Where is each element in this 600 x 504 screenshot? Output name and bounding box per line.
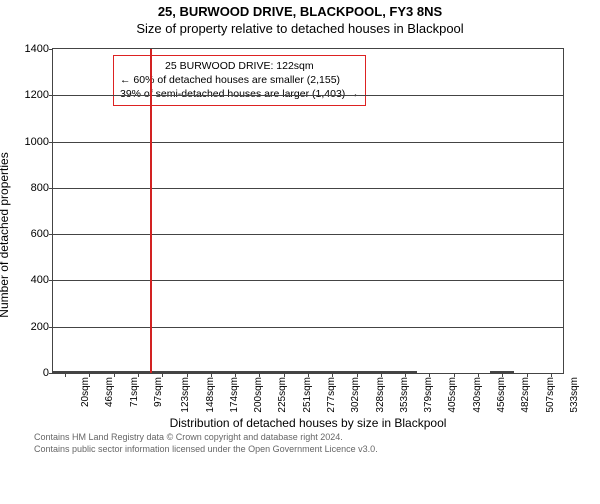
ytick-mark [49, 327, 53, 328]
xtick-label: 302sqm [350, 377, 361, 413]
xtick-label: 482sqm [520, 377, 531, 413]
xtick-mark [187, 373, 188, 377]
ytick-label: 1400 [25, 43, 49, 55]
ytick-mark [49, 280, 53, 281]
xtick-mark [551, 373, 552, 377]
footer-line2: Contains public sector information licen… [34, 444, 600, 456]
xtick-label: 71sqm [129, 377, 140, 407]
xtick-mark [405, 373, 406, 377]
marker-line [150, 49, 152, 373]
xtick-mark [138, 373, 139, 377]
gridline [53, 188, 563, 189]
callout-line1: 25 BURWOOD DRIVE: 122sqm [120, 59, 359, 73]
xtick-label: 200sqm [253, 377, 264, 413]
xtick-mark [211, 373, 212, 377]
x-axis-label: Distribution of detached houses by size … [52, 416, 564, 430]
gridline [53, 142, 563, 143]
xtick-mark [502, 373, 503, 377]
xtick-label: 225sqm [277, 377, 288, 413]
gridline [53, 280, 563, 281]
title-main: 25, BURWOOD DRIVE, BLACKPOOL, FY3 8NS [0, 4, 600, 19]
ytick-label: 200 [31, 321, 49, 333]
gridline [53, 327, 563, 328]
xtick-label: 277sqm [326, 377, 337, 413]
xtick-mark [162, 373, 163, 377]
xtick-label: 123sqm [180, 377, 191, 413]
footer: Contains HM Land Registry data © Crown c… [34, 432, 600, 455]
ytick-mark [49, 142, 53, 143]
xtick-mark [332, 373, 333, 377]
ytick-label: 600 [31, 228, 49, 240]
xtick-label: 379sqm [423, 377, 434, 413]
ytick-mark [49, 234, 53, 235]
xtick-label: 46sqm [104, 377, 115, 407]
xtick-mark [478, 373, 479, 377]
footer-line1: Contains HM Land Registry data © Crown c… [34, 432, 600, 444]
ytick-mark [49, 49, 53, 50]
xtick-label: 353sqm [399, 377, 410, 413]
xtick-label: 20sqm [80, 377, 91, 407]
chart-area: Number of detached properties 25 BURWOOD… [10, 40, 570, 430]
xtick-label: 430sqm [471, 377, 482, 413]
xtick-mark [114, 373, 115, 377]
ytick-mark [49, 95, 53, 96]
xtick-label: 405sqm [447, 377, 458, 413]
ytick-mark [49, 188, 53, 189]
xtick-label: 251sqm [301, 377, 312, 413]
title-sub: Size of property relative to detached ho… [0, 21, 600, 36]
plot-area: 25 BURWOOD DRIVE: 122sqm ← 60% of detach… [52, 48, 564, 374]
ytick-label: 400 [31, 274, 49, 286]
gridline [53, 234, 563, 235]
xtick-mark [308, 373, 309, 377]
xtick-label: 148sqm [204, 377, 215, 413]
xtick-mark [429, 373, 430, 377]
xtick-label: 174sqm [229, 377, 240, 413]
ytick-mark [49, 373, 53, 374]
gridline [53, 95, 563, 96]
xtick-label: 533sqm [569, 377, 580, 413]
xtick-mark [89, 373, 90, 377]
xtick-label: 456sqm [496, 377, 507, 413]
xtick-mark [259, 373, 260, 377]
xtick-label: 97sqm [153, 377, 164, 407]
xtick-mark [454, 373, 455, 377]
ytick-label: 1000 [25, 136, 49, 148]
xtick-mark [527, 373, 528, 377]
xtick-label: 328sqm [374, 377, 385, 413]
xtick-mark [357, 373, 358, 377]
xtick-label: 507sqm [544, 377, 555, 413]
ytick-label: 800 [31, 182, 49, 194]
xtick-mark [284, 373, 285, 377]
xtick-mark [381, 373, 382, 377]
xtick-mark [65, 373, 66, 377]
xtick-mark [235, 373, 236, 377]
callout-line2: ← 60% of detached houses are smaller (2,… [120, 73, 359, 87]
y-axis-label: Number of detached properties [0, 152, 11, 317]
ytick-label: 1200 [25, 89, 49, 101]
